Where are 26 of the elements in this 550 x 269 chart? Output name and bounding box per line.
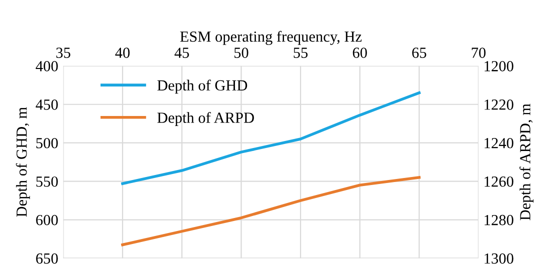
- y2-tick-label: 1280: [484, 214, 514, 226]
- x-tick-label: 50: [234, 48, 248, 58]
- x-tick-label: 40: [115, 48, 130, 58]
- y-axis-title: Depth of GHD, m: [16, 107, 30, 217]
- y2-tick-label: 1200: [484, 61, 514, 72]
- x-tick-label: 45: [174, 48, 189, 58]
- y-tick-label: 600: [36, 214, 58, 226]
- x-tick-label: 70: [472, 48, 486, 58]
- x-tick-label: 55: [294, 48, 308, 58]
- legend-label: Depth of GHD: [157, 80, 248, 94]
- legend-label: Depth of ARPD: [157, 112, 254, 126]
- y-tick-label: 400: [36, 61, 58, 72]
- x-tick-label: 60: [352, 48, 367, 58]
- line-series: [121, 176, 421, 246]
- x-axis-title: ESM operating frequency, Hz: [180, 30, 362, 45]
- y2-tick-label: 1240: [484, 138, 514, 148]
- x-tick-label: 35: [56, 48, 70, 58]
- x-tick-label: 65: [412, 48, 426, 58]
- y2-axis-title: Depth of ARPD, m: [519, 104, 534, 220]
- y-tick-label: 450: [36, 100, 58, 110]
- y2-tick-label: 1300: [484, 253, 514, 264]
- y2-tick-label: 1260: [484, 176, 514, 187]
- y-tick-label: 500: [36, 138, 58, 148]
- y2-tick-label: 1220: [484, 100, 514, 110]
- y-tick-label: 650: [36, 253, 58, 264]
- y-tick-label: 550: [36, 176, 58, 187]
